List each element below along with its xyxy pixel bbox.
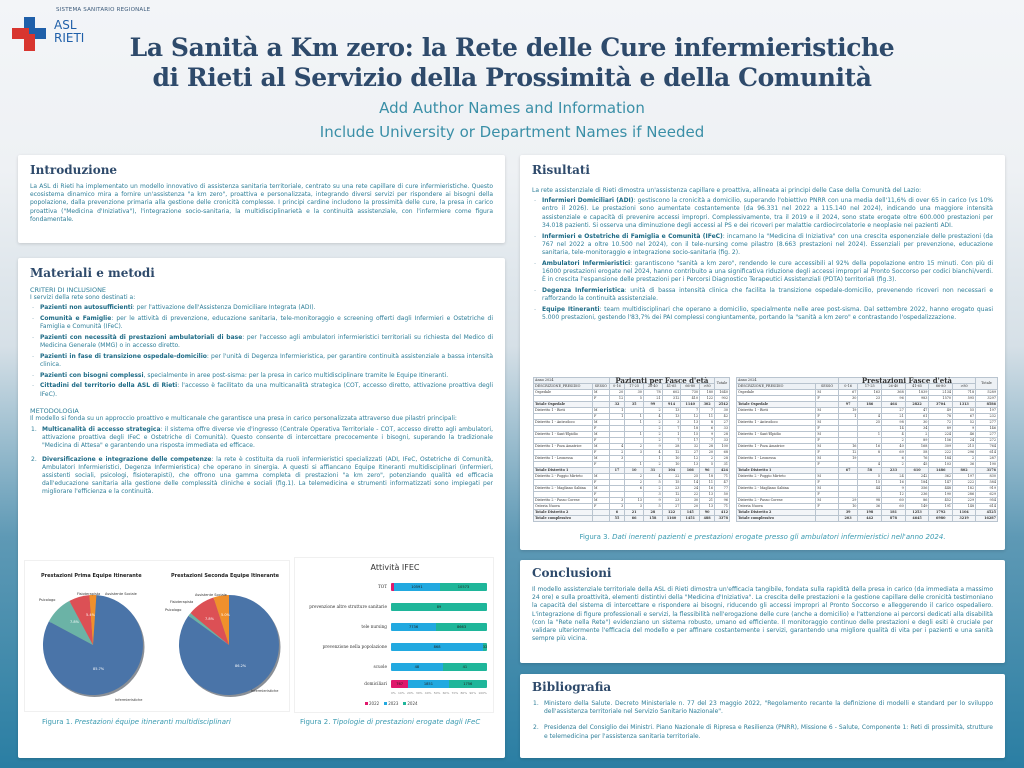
table-row: Totale complessivo 55 66 158 1160 1451 488 3378 [532,515,730,522]
section-heading: Materiali e metodi [30,266,155,280]
figure-1-caption: Figura 1. Prestazioni équipe itineranti … [42,718,231,726]
table-row: Totale Distretto 2 39 198 181 1253 1792 1104 45… [735,509,998,516]
table-row: Ospedale M 67 163 368 1839 2134 718 5289 [735,389,998,396]
figure-1-pie-charts: Prestazioni Prima Equipe Itinerante Psic… [24,560,290,712]
pie1-title: Prestazioni Prima Equipe Itinerante [41,573,142,579]
bar-row-tele-nursing: tele nursing 7736 8663 [295,623,495,633]
x-axis-ticks: 0% 10% 20% 30% 40% 50% 60% 70% 80% 90% 100% [391,691,487,695]
figure-3-caption: Figura 3. Dati inerenti pazienti e prest… [579,533,946,541]
chart-legend: 2022 2023 2024 [365,701,418,706]
affiliation: Include University or Department Names i… [319,123,705,141]
list-item: 1. Multicanalità di accesso strategica: i… [31,425,494,450]
list-item: Pazienti con bisogni complessi, specialm… [30,372,493,380]
bar-row-scuole: scuole 48 41 [295,663,495,673]
list-item: Infermieri e Ostetriche di Famiglia e Co… [532,233,993,258]
table-row: Totale Ospedale 32 35 99 914 1140 302 2542 [532,401,730,408]
figure-2-ifec-chart: Attività IFEC TOT 10591 10573 prevenzione… [294,557,494,713]
method-title: METODOLOGIA [30,406,79,415]
bar-row-prevenzione-popolazione: prevenzione nella popolazione 868 32 [322,643,487,651]
methods-panel: Materiali e metodi CRITERI DI INCLUSIONE… [18,258,505,758]
list-item: Ambulatori Infermieristici: garantiscono… [532,260,993,285]
table-row: Distretto 2 - Magliano Sabina M 6 2 23 24 16 77 [532,485,730,492]
list-item: Equipe Itineranti: team multidisciplinar… [532,306,993,322]
table-row: F 12 236 190 286 629 [735,491,998,498]
logo-text: ASL RIETI [54,18,85,45]
list-item: Infermieri Domiciliari (ADI): gestiscono… [532,197,993,230]
criteria-list: Pazienti non autosufficienti: per l'atti… [30,304,493,399]
poster-title: La Sanità a Km zero: la Rete delle Cure … [129,33,895,92]
list-item: Cittadini del territorio della ASL di Ri… [30,382,493,398]
list-item: Pazienti con necessità di prestazioni am… [30,334,493,350]
list-item: Comunità e Famiglie: per le attività di … [30,315,493,331]
list-item: Pazienti in fase di transizione ospedale… [30,353,493,369]
pie1-chart [42,594,145,697]
reference-item: 1. Ministero della Salute. Decreto Minist… [533,700,993,716]
table-row: F 12 5 21 312 410 122 902 [532,395,730,402]
services-table: Anno 2024 Prestazioni Fasce d'età Totale DE… [735,376,998,522]
table-row: F 2 7 17 7 33 [532,437,730,444]
table-row: F 2 7 18 6 33 [532,425,730,432]
criteria-title: CRITERI DI INCLUSIONE [30,286,107,294]
table-row: Ospedale M 20 30 78 602 730 180 1640 [532,389,730,396]
bibliography-panel: Bibliografia 1. Ministero della Salute. D… [520,674,1005,758]
poster-header: SISTEMA SANITARIO REGIONALE ASL RIETI La… [0,0,1024,148]
list-item: Degenza Infermieristica: unità di bassa … [532,287,993,303]
table-row: Totale complessivo 203 442 878 4645 6980 3219 1… [735,515,998,522]
patients-table: Anno 2024 Pazienti per Fasce d'età Totale D… [532,376,730,522]
pie2-chart [178,595,281,697]
bar-row-prevenzione-altre: prevenzione altre strutture sanitarie 89 [295,603,495,613]
pillars-list: 1. Multicanalità di accesso strategica: i… [30,426,493,497]
conclusions-panel: Conclusioni Il modello assistenziale ter… [520,560,1005,663]
bar-row-domiciliari: domiciliari 767 1851 1756 [295,680,495,690]
intro-body: La ASL di Rieti ha implementato un model… [30,183,493,223]
criteria-intro: I servizi della rete sono destinati a: [30,294,136,301]
bar-row-tot: TOT 10591 10573 [295,583,495,593]
references-list: 1. Ministero della Salute. Decreto Minist… [532,700,993,741]
table-row: Totale Distretto 1 67 58 233 610 1486 802 3176 [735,467,998,474]
section-heading: Conclusioni [532,566,612,580]
author-block: Add Author Names and Information Include… [0,96,1024,144]
results-list: Infermieri Domiciliari (ADI): gestiscono… [532,197,993,322]
chart-title: Attività IFEC [370,563,420,572]
author-names: Add Author Names and Information [379,99,645,117]
asl-logo: SISTEMA SANITARIO REGIONALE ASL RIETI [12,4,162,54]
table-row: Osteria Nuova F 10 36 60 149 191 148 614 [735,503,998,510]
section-heading: Introduzione [30,163,118,177]
table-row: Distretto 1 - Poza Amatrice M 4 2 9 28 32 28 100 [532,443,730,450]
list-item: 2. Diversificazione e integrazione delle … [31,455,493,496]
reference-item: 2. Presidenza del Consiglio dei Ministri.… [533,724,993,740]
method-intro: Il modello si fonda su un approccio proa… [30,414,457,422]
section-heading: Bibliografia [532,680,612,694]
figure-2-caption: Figura 2. Tipologie di prestazioni eroga… [300,718,481,726]
results-intro: La rete assistenziale di Rieti dimostra … [532,187,922,194]
introduction-panel: Introduzione La ASL di Rieti ha implemen… [18,155,505,243]
medical-cross-icon [12,17,46,51]
org-line: SISTEMA SANITARIO REGIONALE [56,7,151,13]
pie2-title: Prestazioni Seconda Equipe Itinerante [171,573,280,579]
table-row: Distretto 1 - Rieti M 19 27 47 49 55 197 [735,407,998,414]
list-item: Pazienti non autosufficienti: per l'atti… [30,304,493,312]
section-heading: Risultati [532,163,590,177]
conclusions-body: Il modello assistenziale territoriale de… [532,586,993,643]
